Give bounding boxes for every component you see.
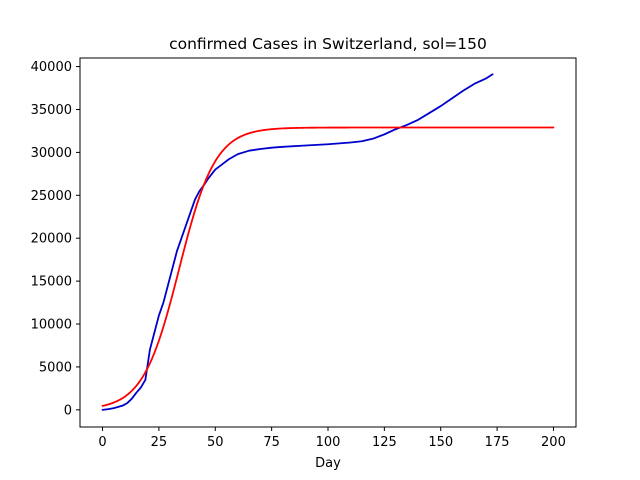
y-tick-label: 10000 (31, 318, 72, 333)
x-tick-label: 175 (485, 435, 510, 450)
plot-frame (79, 57, 577, 428)
y-tick-label: 20000 (31, 232, 72, 247)
series-line-confirmed (101, 73, 494, 411)
x-tick-label: 0 (98, 435, 106, 450)
x-tick-label: 200 (541, 435, 566, 450)
y-tick-label: 15000 (31, 275, 72, 290)
x-axis-label: Day (315, 456, 341, 471)
plot-lines (101, 73, 555, 411)
x-tick-label: 75 (263, 435, 280, 450)
x-tick-label: 150 (428, 435, 453, 450)
x-axis-ticks: 0 25 50 75 100 125 150 175 200 (98, 427, 566, 450)
x-tick-label: 100 (316, 435, 341, 450)
chart-title: confirmed Cases in Switzerland, sol=150 (169, 35, 487, 53)
y-tick-label: 30000 (31, 146, 72, 161)
x-tick-label: 25 (151, 435, 168, 450)
x-tick-label: 125 (372, 435, 397, 450)
y-tick-label: 40000 (31, 60, 72, 75)
y-tick-label: 25000 (31, 189, 72, 204)
x-tick-label: 50 (207, 435, 224, 450)
y-tick-label: 35000 (31, 103, 72, 118)
y-tick-label: 5000 (39, 360, 72, 375)
series-line-fit (101, 126, 555, 407)
y-tick-label: 0 (64, 403, 72, 418)
y-axis-ticks: 0 5000 10000 15000 20000 25000 30000 35000 40000 (31, 60, 80, 418)
